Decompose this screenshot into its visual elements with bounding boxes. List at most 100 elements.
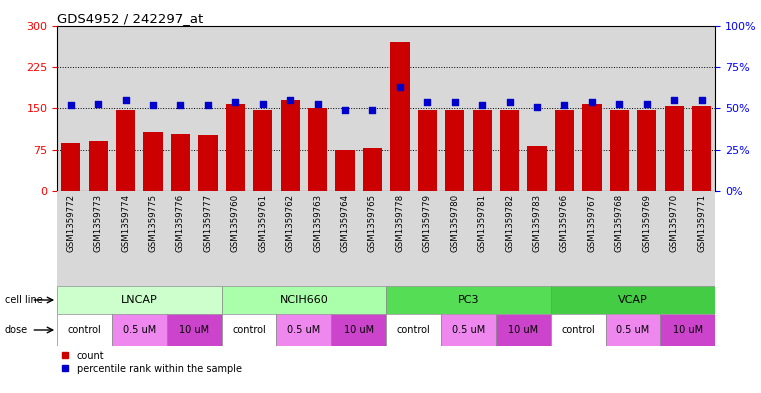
Point [119,97,132,103]
Bar [441,314,496,346]
Bar [606,191,633,286]
Bar [253,110,272,191]
Bar [582,104,601,191]
Text: GSM1359779: GSM1359779 [423,194,431,252]
Bar [304,26,331,191]
Point [422,99,434,105]
Bar [57,286,221,314]
Bar [57,26,84,191]
Bar [276,191,304,286]
Bar [688,26,715,191]
Bar [221,26,249,191]
Text: control: control [232,325,266,335]
Bar [500,110,519,191]
Bar [112,191,139,286]
Bar [633,26,661,191]
Bar [692,106,712,191]
Bar [555,110,574,191]
Text: 10 uM: 10 uM [508,325,539,335]
Bar [112,26,139,191]
Bar [469,191,496,286]
Text: VCAP: VCAP [618,295,648,305]
Point [696,97,708,103]
Bar [84,26,112,191]
Bar [221,286,386,314]
Bar [331,314,386,346]
Text: GSM1359762: GSM1359762 [285,194,295,252]
Point [256,100,269,107]
Point [504,99,516,105]
Bar [358,191,386,286]
Bar [167,314,221,346]
Bar [527,146,546,191]
Bar [84,191,112,286]
Bar [441,26,469,191]
Bar [524,191,551,286]
Point [92,100,104,107]
Bar [445,110,464,191]
Bar [57,314,112,346]
Bar [171,134,190,191]
Text: control: control [68,325,101,335]
Bar [226,104,245,191]
Text: GSM1359783: GSM1359783 [533,194,542,252]
Point [449,99,461,105]
Point [147,102,159,108]
Bar [386,286,551,314]
Text: GSM1359767: GSM1359767 [587,194,597,252]
Text: 0.5 uM: 0.5 uM [288,325,320,335]
Bar [304,191,331,286]
Bar [144,132,163,191]
Bar [281,100,300,191]
Text: GSM1359782: GSM1359782 [505,194,514,252]
Point [229,99,241,105]
Bar [199,135,218,191]
Point [311,100,323,107]
Bar [276,314,331,346]
Bar [610,110,629,191]
Bar [578,26,606,191]
Text: cell line: cell line [5,295,43,305]
Bar [606,314,661,346]
Bar [139,26,167,191]
Bar [308,108,327,191]
Text: GSM1359776: GSM1359776 [176,194,185,252]
Point [476,102,489,108]
Text: GDS4952 / 242297_at: GDS4952 / 242297_at [57,12,203,25]
Point [339,107,351,113]
Text: GSM1359760: GSM1359760 [231,194,240,252]
Point [366,107,378,113]
Bar [578,191,606,286]
Text: LNCAP: LNCAP [121,295,158,305]
Text: GSM1359765: GSM1359765 [368,194,377,252]
Bar [221,314,276,346]
Text: GSM1359761: GSM1359761 [258,194,267,252]
Bar [496,26,524,191]
Bar [661,191,688,286]
Bar [664,106,684,191]
Text: GSM1359764: GSM1359764 [341,194,349,252]
Bar [331,191,358,286]
Text: 0.5 uM: 0.5 uM [452,325,485,335]
Text: GSM1359766: GSM1359766 [560,194,569,252]
Bar [221,191,249,286]
Bar [194,191,221,286]
Bar [167,26,194,191]
Bar [441,191,469,286]
Text: GSM1359774: GSM1359774 [121,194,130,252]
Bar [358,26,386,191]
Text: GSM1359770: GSM1359770 [670,194,679,252]
Bar [139,191,167,286]
Text: 0.5 uM: 0.5 uM [616,325,650,335]
Text: GSM1359769: GSM1359769 [642,194,651,252]
Text: NCIH660: NCIH660 [279,295,328,305]
Text: GSM1359775: GSM1359775 [148,194,158,252]
Bar [249,191,276,286]
Point [559,102,571,108]
Bar [606,26,633,191]
Bar [551,26,578,191]
Text: 10 uM: 10 uM [344,325,374,335]
Text: GSM1359781: GSM1359781 [478,194,487,252]
Point [668,97,680,103]
Point [531,104,543,110]
